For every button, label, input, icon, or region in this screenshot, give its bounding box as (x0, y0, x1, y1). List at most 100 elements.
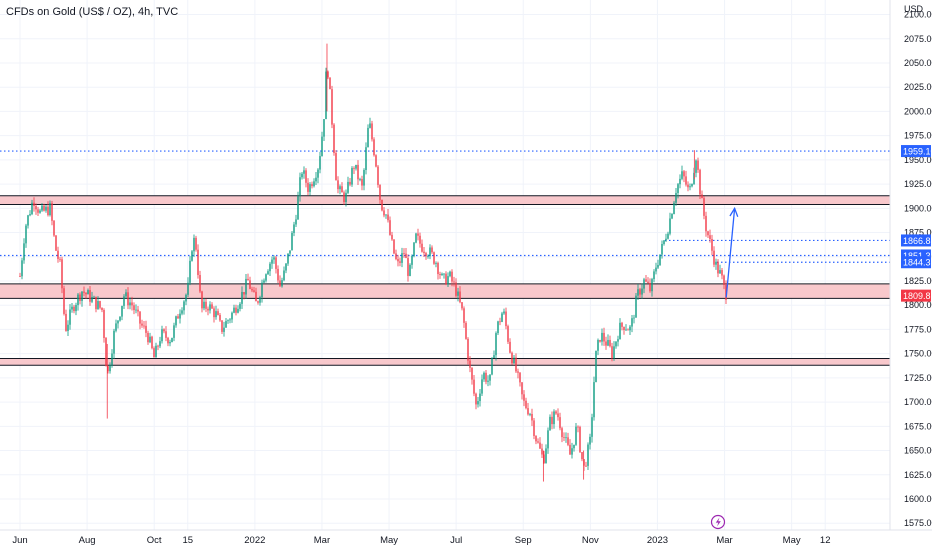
time-tick-label: 12 (820, 535, 831, 546)
time-tick-label: Oct (147, 535, 162, 546)
candle-body (233, 307, 235, 313)
candle-body (573, 444, 575, 449)
candle-body (163, 329, 165, 332)
time-tick-label: Jul (450, 535, 462, 546)
candle-body (251, 288, 253, 291)
candle-body (81, 291, 83, 301)
time-axis[interactable]: Jun Aug Oct 15 2022 Mar May Jul Sep Nov 2023 Mar May… (12, 535, 830, 546)
candle-body (199, 275, 201, 292)
candle-body (289, 250, 291, 254)
candle-body (275, 257, 277, 269)
candle-body (511, 352, 513, 364)
candle-body (551, 416, 553, 425)
candle-body (503, 311, 505, 314)
candle-body (201, 291, 203, 309)
candle-body (513, 357, 515, 364)
support-resistance-zones (0, 195, 890, 366)
candle-body (381, 199, 383, 211)
candle-body (433, 252, 435, 264)
price-tick-label: 1800.00 (904, 300, 932, 310)
candle-body (563, 437, 565, 438)
candle-body (271, 259, 273, 264)
candle-body (93, 296, 95, 298)
candle-body (695, 160, 697, 173)
candle-body (35, 205, 37, 210)
candle-body (43, 205, 45, 211)
candle-body (273, 257, 275, 260)
price-badges: 1959.10 1866.83 1851.341844.35 1809.87 (901, 145, 932, 302)
candle-body (41, 205, 43, 211)
candle-body (31, 202, 33, 215)
candle-body (449, 271, 451, 277)
candle-body (227, 320, 229, 322)
candle-body (493, 355, 495, 359)
candle-body (177, 316, 179, 319)
candle-body (73, 306, 75, 312)
candle-body (627, 329, 629, 331)
candle-body (687, 184, 689, 188)
candle-body (383, 210, 385, 216)
candle-body (377, 166, 379, 185)
candle-body (441, 273, 443, 276)
candle-body (447, 276, 449, 285)
price-tick-label: 2100.00 (904, 10, 932, 20)
candle-body (97, 301, 99, 310)
candle-body (491, 358, 493, 375)
candle-body (235, 307, 237, 313)
candle-body (475, 393, 477, 405)
candle-body (479, 393, 481, 402)
candle-body (667, 233, 669, 239)
candle-body (411, 255, 413, 265)
candle-body (189, 260, 191, 283)
candle-body (509, 341, 511, 353)
candle-body (677, 184, 679, 193)
candle-body (223, 327, 225, 332)
price-tick-label: 1725.00 (904, 373, 932, 383)
lightning-icon[interactable] (710, 514, 726, 530)
candle-body (691, 184, 693, 187)
candle-body (241, 291, 243, 304)
candle-body (351, 168, 353, 185)
candle-body (567, 437, 569, 445)
candle-body (209, 304, 211, 311)
candle-body (633, 317, 635, 319)
candle-body (529, 413, 531, 415)
candle-body (169, 342, 171, 344)
price-badge-label: 1866.83 (903, 236, 932, 246)
candle-body (297, 196, 299, 220)
candle-body (279, 280, 281, 287)
candle-body (315, 177, 317, 182)
candle-body (215, 311, 217, 318)
candle-body (635, 295, 637, 318)
price-tick-label: 2050.00 (904, 58, 932, 68)
last-price-label: 1809.87 (903, 291, 932, 301)
candle-body (259, 297, 261, 303)
candle-body (607, 339, 609, 346)
candle-body (185, 294, 187, 302)
candle-body (299, 177, 301, 197)
candle-body (307, 182, 309, 192)
candle-body (355, 164, 357, 169)
candle-body (175, 316, 177, 326)
price-axis[interactable]: 1575.00 1600.00 1625.00 1650.00 1675.00 1700.… (904, 10, 932, 529)
price-tick-label: 1750.00 (904, 349, 932, 359)
time-tick-label: 2023 (647, 535, 668, 546)
candle-body (269, 263, 271, 272)
candle-body (647, 281, 649, 284)
price-tick-label: 2025.00 (904, 82, 932, 92)
candle-body (161, 329, 163, 342)
candle-body (193, 237, 195, 252)
candle-body (375, 155, 377, 167)
candle-body (623, 326, 625, 331)
candle-body (55, 235, 57, 251)
candle-body (397, 259, 399, 262)
candle-body (645, 279, 647, 282)
candle-body (357, 164, 359, 180)
candle-body (135, 309, 137, 311)
candle-body (445, 273, 447, 285)
candle-body (59, 258, 61, 260)
candle-body (265, 274, 267, 281)
candle-body (625, 329, 627, 331)
candle-body (549, 416, 551, 431)
